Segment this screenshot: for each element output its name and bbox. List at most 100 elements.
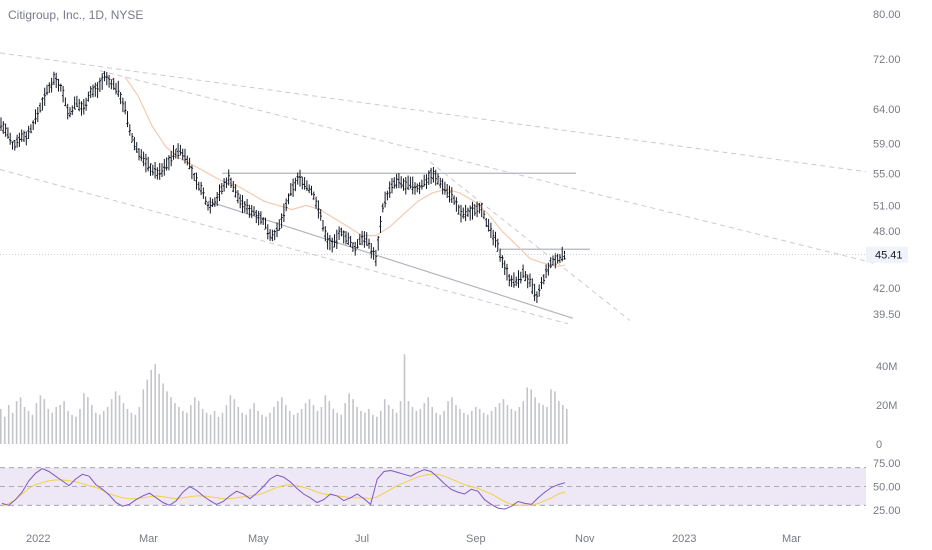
volume-bar <box>387 405 390 444</box>
volume-bar <box>142 389 145 444</box>
ohlc-bar <box>271 229 274 242</box>
ohlc-bar <box>255 209 258 224</box>
ohlc-bar <box>517 270 520 288</box>
ohlc-bar <box>413 182 417 195</box>
volume-bar <box>506 405 509 444</box>
ohlc-bar <box>57 78 60 92</box>
ohlc-bar <box>388 181 391 198</box>
ohlc-bar <box>473 204 476 216</box>
ohlc-bar <box>285 198 288 212</box>
ohlc-bar <box>252 206 256 216</box>
ohlc-bar <box>512 272 516 288</box>
ohlc-bar <box>209 197 212 214</box>
rsi-tick-label: 75.00 <box>873 458 901 470</box>
rsi-lines <box>1 468 566 510</box>
ohlc-bar <box>128 124 131 136</box>
volume-bar <box>213 410 216 444</box>
ohlc-bar <box>326 232 329 250</box>
volume-bar <box>296 412 299 444</box>
ohlc-bar <box>303 177 306 190</box>
ohlc-bar <box>328 234 332 251</box>
ohlc-bar <box>340 227 343 237</box>
price-tick-label: 42.00 <box>873 283 901 295</box>
volume-bar <box>126 408 129 444</box>
price-tick-label: 59.00 <box>873 138 901 150</box>
ohlc-bar <box>11 141 14 150</box>
volume-bar <box>546 406 548 444</box>
ohlc-bar <box>464 204 467 222</box>
ohlc-bar <box>335 229 338 249</box>
ohlc-bar <box>397 172 401 189</box>
ohlc-bar <box>239 194 242 209</box>
time-tick-label: Mar <box>139 533 158 545</box>
ohlc-bar <box>508 274 511 287</box>
ohlc-bar <box>96 82 99 98</box>
ohlc-bar <box>218 184 221 202</box>
volume-bar <box>138 406 141 444</box>
ohlc-bar <box>195 172 198 190</box>
volume-bar <box>79 408 81 444</box>
ohlc-bar <box>151 164 154 176</box>
ohlc-bar <box>356 239 359 249</box>
ohlc-bar <box>521 264 525 279</box>
ohlc-bar <box>84 97 88 111</box>
ohlc-bar <box>503 260 506 276</box>
volume-bar <box>435 412 437 444</box>
ohlc-bar <box>452 195 456 205</box>
ohlc-bar <box>538 284 541 297</box>
ohlc-bar <box>446 184 449 199</box>
ohlc-bar <box>130 133 134 143</box>
volume-bar <box>364 412 366 444</box>
ohlc-bar <box>372 247 375 260</box>
ohlc-bar <box>188 157 191 170</box>
ohlc-bar <box>551 255 555 266</box>
ohlc-bar <box>393 177 396 189</box>
time-tick-label: Mar <box>782 533 801 545</box>
ohlc-bar <box>482 210 486 220</box>
ohlc-bar <box>549 257 552 269</box>
ohlc-bar <box>432 166 435 183</box>
ohlc-bar <box>9 132 12 145</box>
volume-bar <box>98 414 101 444</box>
dashed-trendline <box>0 52 867 173</box>
volume-bar <box>328 401 331 444</box>
ohlc-bar <box>73 96 76 110</box>
ohlc-bar <box>22 130 26 142</box>
ohlc-bar <box>206 201 210 211</box>
price-tick-label: 55.00 <box>873 168 901 180</box>
ohlc-bar <box>501 255 504 269</box>
ohlc-bar <box>234 184 237 198</box>
time-tick-label: Jul <box>355 533 369 545</box>
ohlc-bar <box>429 167 433 185</box>
volume-bar <box>166 391 168 444</box>
volume-bar <box>566 408 568 444</box>
volume-bar <box>87 397 89 444</box>
ohlc-bar <box>312 191 315 200</box>
ohlc-bar <box>487 218 490 232</box>
volume-bar <box>514 410 517 444</box>
ohlc-bar <box>273 229 276 241</box>
volume-bar <box>281 397 283 444</box>
ohlc-bar <box>310 185 313 196</box>
volume-bar <box>486 414 489 444</box>
volume-bar <box>455 405 457 444</box>
volume-bar <box>427 397 430 444</box>
ohlc-bar <box>469 205 472 221</box>
ohlc-bar <box>0 117 3 131</box>
volume-bar <box>150 369 153 444</box>
ohlc-bar <box>317 200 320 219</box>
ohlc-bar <box>160 163 164 178</box>
ohlc-bar <box>360 230 364 246</box>
ohlc-bar <box>229 177 233 188</box>
ohlc-bar <box>558 254 562 264</box>
volume-bar <box>411 406 414 444</box>
rsi-guides <box>0 467 866 506</box>
volume-bar <box>372 414 374 444</box>
ohlc-bar <box>186 155 189 166</box>
volume-bar <box>502 399 505 444</box>
volume-bar <box>308 399 311 444</box>
ohlc-bar <box>105 71 108 86</box>
volume-bar <box>27 410 30 444</box>
volume-bars <box>0 354 568 444</box>
